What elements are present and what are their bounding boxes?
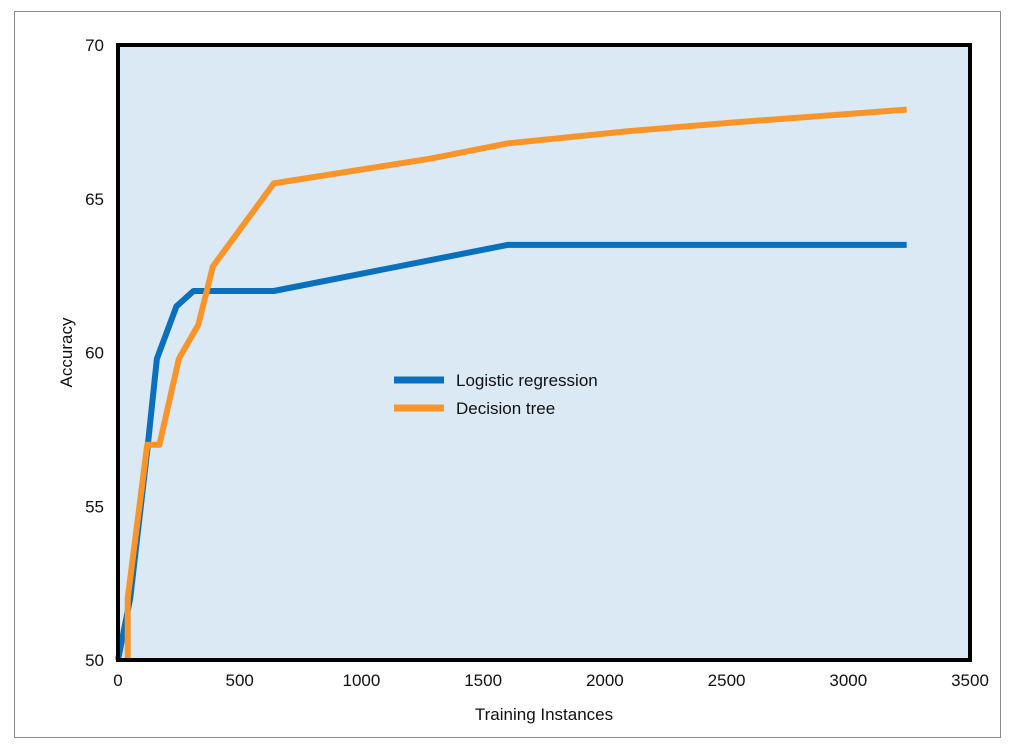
y-tick-label: 65 <box>85 190 104 209</box>
y-tick-label: 55 <box>85 497 104 516</box>
plot-area <box>118 45 970 660</box>
y-tick-label: 70 <box>85 36 104 55</box>
y-tick-label: 60 <box>85 344 104 363</box>
x-tick-label: 2000 <box>586 671 624 690</box>
legend-label-2: Decision tree <box>456 399 555 418</box>
x-tick-label: 1000 <box>343 671 381 690</box>
series-layer <box>115 106 907 661</box>
y-tick-label: 50 <box>85 651 104 670</box>
legend: Logistic regression Decision tree <box>394 371 598 418</box>
x-axis-ticks: 0 500 1000 1500 2000 2500 3000 3500 <box>113 671 989 690</box>
figure-border <box>14 11 1001 738</box>
x-tick-label: 0 <box>113 671 122 690</box>
x-tick-label: 3500 <box>951 671 989 690</box>
x-axis-label: Training Instances <box>475 705 613 724</box>
y-axis-ticks: 50 55 60 65 70 <box>85 36 104 670</box>
series-line-2 <box>124 106 907 660</box>
x-tick-label: 500 <box>226 671 254 690</box>
y-axis-label: Accuracy <box>57 317 76 387</box>
legend-label-1: Logistic regression <box>456 371 598 390</box>
plot-border <box>116 43 972 662</box>
x-tick-label: 2500 <box>708 671 746 690</box>
x-tick-label: 3000 <box>829 671 867 690</box>
x-tick-label: 1500 <box>464 671 502 690</box>
